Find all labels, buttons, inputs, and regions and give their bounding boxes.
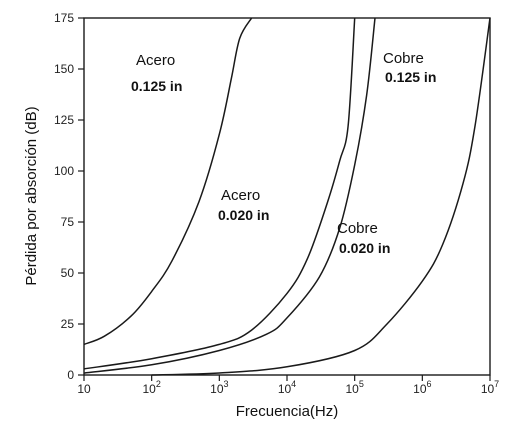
curve-label-copper-0125-name: Cobre [383,50,424,67]
curve-label-steel-0020-name: Acero [221,187,260,204]
x-tick-label: 104 [278,379,296,396]
x-tick-label: 102 [142,379,160,396]
curve-label-copper-0020-name: Cobre [337,220,378,237]
curve-copper-0125 [83,17,376,374]
y-tick-label: 50 [61,266,75,280]
y-tick-label: 25 [61,317,75,331]
curve-label-copper-0020-thickness: 0.020 in [339,240,390,256]
curve-copper-0020 [151,17,491,376]
curve-label-copper-0125-thickness: 0.125 in [385,69,436,85]
y-tick-label: 75 [61,215,75,229]
curve-steel-0020 [83,17,356,370]
y-tick-label: 0 [67,368,74,382]
curves [83,17,491,376]
curve-label-steel-0125-thickness: 0.125 in [131,78,182,94]
x-axis-ticks: 10 102 103 104 105 106 107 [77,375,499,396]
curve-label-steel-0020-thickness: 0.020 in [218,207,269,223]
y-tick-label: 125 [54,113,74,127]
y-tick-label: 175 [54,11,74,25]
x-tick-label: 10 [77,382,91,396]
y-tick-label: 100 [54,164,74,178]
y-axis-ticks: 0 25 50 75 100 125 150 175 [54,11,84,382]
x-tick-label: 103 [210,379,228,396]
x-tick-label: 106 [413,379,431,396]
x-axis-label: Frecuencia(Hz) [236,403,339,420]
y-tick-label: 150 [54,62,74,76]
curve-steel-0125 [83,17,253,346]
x-tick-label: 107 [481,379,499,396]
curve-label-steel-0125-name: Acero [136,52,175,69]
x-tick-label: 105 [345,379,363,396]
y-axis-label: Pérdida por absorción (dB) [23,106,40,285]
